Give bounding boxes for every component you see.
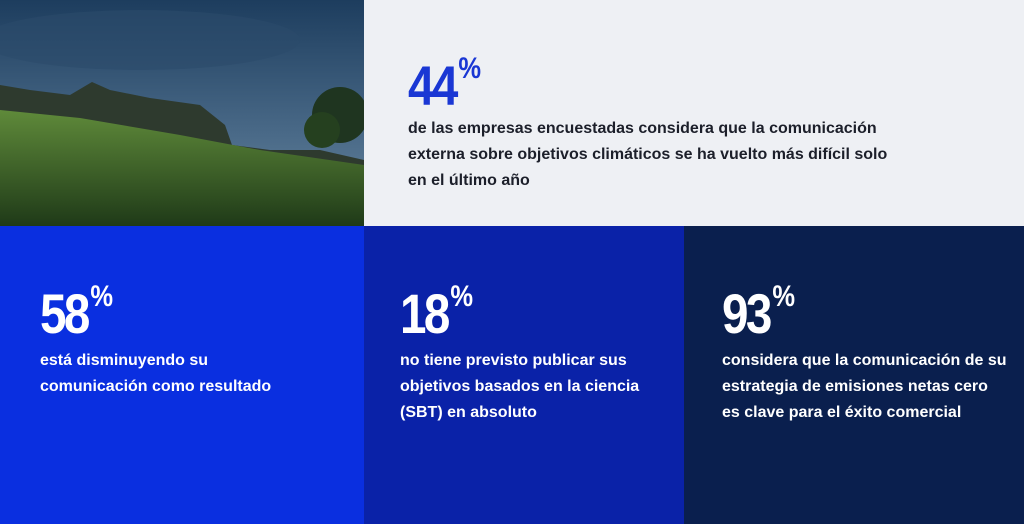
stat-text: no tiene previsto publicar sus objetivos… xyxy=(400,352,640,421)
number: 93 xyxy=(722,282,772,345)
stat-number: 93% xyxy=(722,282,795,342)
stat-number: 44% xyxy=(408,54,481,114)
unit: % xyxy=(90,280,114,313)
unit: % xyxy=(450,280,474,313)
stat-card: 18% no tiene previsto publicar sus objet… xyxy=(364,226,684,524)
landscape-image xyxy=(0,0,364,226)
stat-card: 93% considera que la comunicación de su … xyxy=(684,226,1024,524)
unit: % xyxy=(458,52,482,85)
stat-text: está disminuyendo su comunicación como r… xyxy=(40,352,272,395)
stat-number: 58% xyxy=(40,282,113,342)
number: 44 xyxy=(408,54,458,117)
stat-text: considera que la comunicación de su estr… xyxy=(722,352,1007,421)
unit: % xyxy=(772,280,796,313)
stat-text: de las empresas encuestadas considera qu… xyxy=(408,120,888,189)
number: 18 xyxy=(400,282,450,345)
stat-card: 44% de las empresas encuestadas consider… xyxy=(364,0,1024,226)
stat-card: 58% está disminuyendo su comunicación co… xyxy=(0,226,364,524)
stat-number: 18% xyxy=(400,282,473,342)
number: 58 xyxy=(40,282,90,345)
